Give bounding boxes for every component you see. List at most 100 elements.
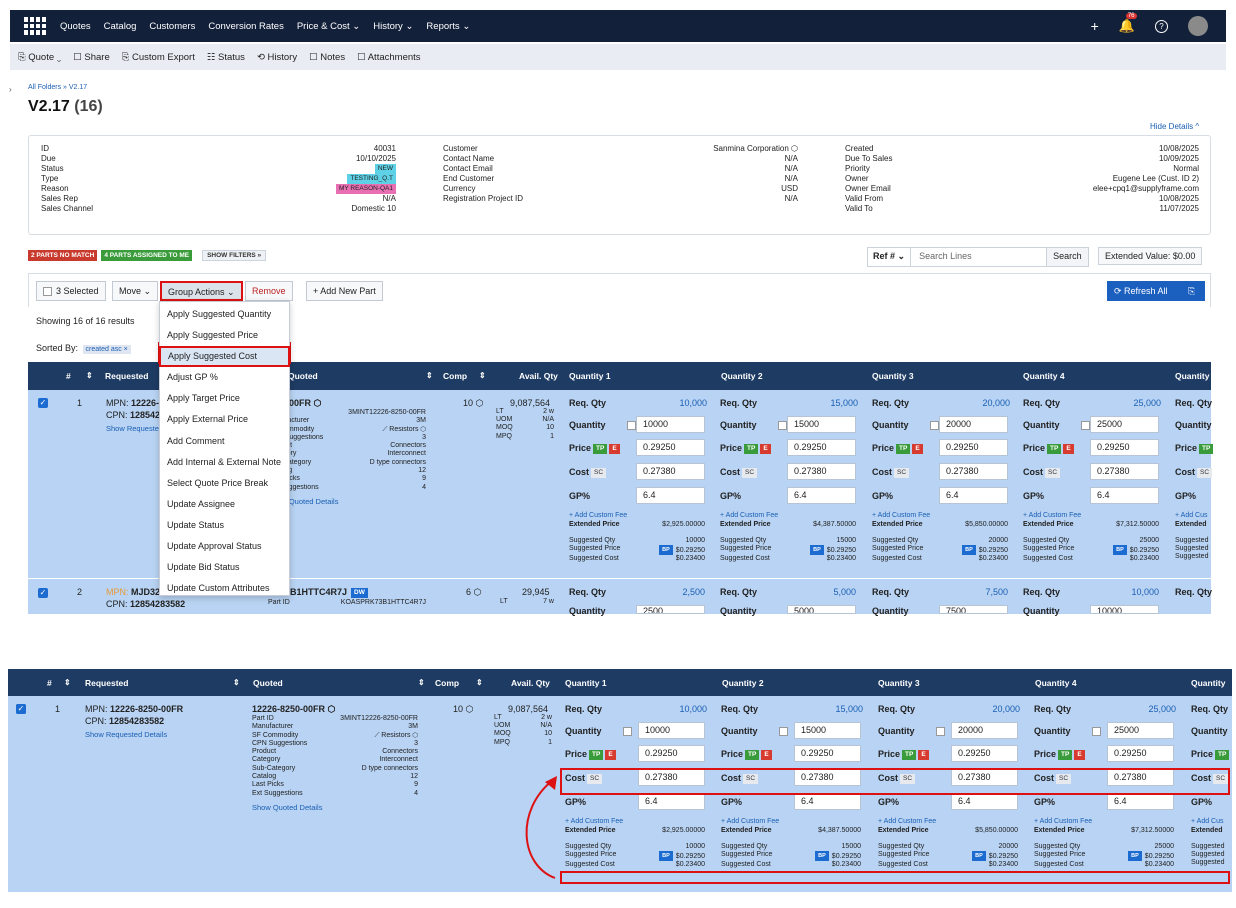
gp-input[interactable]: 6.4 — [636, 487, 705, 504]
gp-input[interactable]: 6.4 — [1090, 487, 1159, 504]
q5-add-fee[interactable]: + Add Cus — [1175, 512, 1208, 519]
select-all-button[interactable]: 3 Selected — [36, 281, 106, 301]
suggested-cost-badge[interactable]: SC — [1213, 773, 1229, 784]
target-price-badge[interactable]: TP — [744, 443, 759, 454]
dw-badge[interactable]: DW — [351, 587, 368, 598]
external-price-badge[interactable]: E — [609, 443, 620, 454]
external-price-badge[interactable]: E — [1063, 443, 1074, 454]
assigned-badge[interactable]: 4 PARTS ASSIGNED TO ME — [101, 250, 193, 261]
external-price-badge[interactable]: E — [605, 749, 616, 760]
add-custom-fee-link[interactable]: + Add Custom Fee — [721, 818, 780, 825]
target-price-badge[interactable]: TP — [902, 749, 917, 760]
price-input[interactable]: 0.29250 — [787, 439, 856, 456]
target-price-badge[interactable]: TP — [1058, 749, 1073, 760]
header-q3[interactable]: Quantity 3 — [872, 371, 914, 381]
quantity-input[interactable]: 2500 — [636, 605, 705, 614]
sort-icon[interactable]: ⇕ — [86, 371, 93, 380]
add-new-part-button[interactable]: + Add New Part — [306, 281, 383, 301]
price-input[interactable]: 0.29250 — [1107, 745, 1174, 762]
suggested-cost-badge[interactable]: SC — [742, 467, 758, 478]
sort-icon[interactable]: ⇕ — [479, 371, 486, 380]
quantity-checkbox[interactable] — [778, 421, 787, 430]
refresh-options-icon[interactable]: ⎘ — [1181, 281, 1205, 301]
menu-item-apply-suggested-price[interactable]: Apply Suggested Price — [167, 330, 259, 341]
share-button[interactable]: ☐ Share — [73, 51, 110, 63]
nav-price-cost[interactable]: Price & Cost ⌄ — [296, 20, 361, 32]
menu-item-update-bid-status[interactable]: Update Bid Status — [167, 562, 240, 573]
suggested-cost-badge[interactable]: SC — [591, 467, 607, 478]
quantity-input[interactable]: 20000 — [951, 722, 1018, 739]
nav-quotes[interactable]: Quotes — [60, 20, 91, 32]
row-checkbox[interactable]: ✓ — [38, 398, 48, 408]
add-custom-fee-link[interactable]: + Add Custom Fee — [1034, 818, 1093, 825]
header-avail[interactable]: Avail. Qty — [519, 371, 558, 381]
bell-icon[interactable]: 🔔 76 — [1118, 13, 1137, 33]
cost-input[interactable]: 0.27380 — [787, 463, 856, 480]
gp-input[interactable]: 6.4 — [787, 487, 856, 504]
target-price-badge[interactable]: TP — [589, 749, 604, 760]
custom-export-button[interactable]: ⎘ Custom Export — [121, 51, 195, 63]
header-q3[interactable]: Quantity 3 — [878, 678, 920, 688]
header-q2[interactable]: Quantity 2 — [722, 678, 764, 688]
attachments-button[interactable]: ☐ Attachments — [357, 51, 421, 63]
quantity-input[interactable]: 15000 — [787, 416, 856, 433]
header-hash[interactable]: # — [47, 678, 52, 688]
gp-input[interactable]: 6.4 — [951, 793, 1018, 810]
gp-input[interactable]: 6.4 — [794, 793, 861, 810]
suggested-cost-badge[interactable]: SC — [1045, 467, 1061, 478]
price-input[interactable]: 0.29250 — [636, 439, 705, 456]
quantity-input[interactable]: 25000 — [1107, 722, 1174, 739]
gp-input[interactable]: 6.4 — [1107, 793, 1174, 810]
quantity-checkbox[interactable] — [930, 421, 939, 430]
quoted-part-number[interactable]: B1HTTC4R7J DW — [290, 587, 368, 598]
show-quoted-details-link[interactable]: Show Quoted Details — [252, 803, 323, 812]
suggested-cost-badge[interactable]: SC — [1197, 467, 1213, 478]
best-price-badge[interactable]: BP — [1113, 545, 1127, 556]
select-all-checkbox[interactable] — [43, 287, 52, 297]
comp-count[interactable]: 10 ⬡ — [453, 704, 474, 714]
row-checkbox[interactable]: ✓ — [38, 588, 48, 598]
help-icon[interactable]: ? — [1155, 19, 1168, 33]
quantity-input[interactable]: 5000 — [787, 605, 856, 614]
history-button[interactable]: ⟲ History — [256, 51, 298, 63]
menu-item-update-approval-status[interactable]: Update Approval Status — [167, 541, 262, 552]
refresh-all-button[interactable]: ⟳ Refresh All — [1107, 281, 1182, 301]
header-q5[interactable]: Quantity — [1175, 371, 1210, 381]
target-price-badge[interactable]: TP — [1047, 443, 1062, 454]
group-actions-button[interactable]: Group Actions ⌄ — [160, 281, 243, 301]
cost-input[interactable]: 0.27380 — [939, 463, 1008, 480]
menu-item-apply-target-price[interactable]: Apply Target Price — [167, 393, 240, 404]
remove-button[interactable]: Remove — [245, 281, 293, 301]
menu-item-add-comment[interactable]: Add Comment — [167, 435, 225, 446]
sort-icon[interactable]: ⇕ — [426, 371, 433, 380]
add-custom-fee-link[interactable]: + Add Custom Fee — [1023, 512, 1082, 519]
quantity-checkbox[interactable] — [779, 727, 788, 736]
quantity-input[interactable]: 20000 — [939, 416, 1008, 433]
show-requested-details-link[interactable]: Show Requested Details — [106, 424, 189, 433]
header-quoted[interactable]: Quoted — [253, 678, 283, 688]
no-match-badge[interactable]: 2 PARTS NO MATCH — [28, 250, 98, 261]
plus-icon[interactable]: + — [1090, 18, 1099, 34]
hide-details-link[interactable]: Hide Details ^ — [1150, 122, 1200, 131]
nav-reports[interactable]: Reports ⌄ — [426, 20, 471, 32]
quantity-input[interactable]: 10000 — [636, 416, 705, 433]
header-q1[interactable]: Quantity 1 — [565, 678, 607, 688]
add-custom-fee-link[interactable]: + Add Custom Fee — [878, 818, 937, 825]
show-filters-button[interactable]: SHOW FILTERS » — [202, 250, 267, 261]
menu-item-update-assignee[interactable]: Update Assignee — [167, 498, 236, 509]
nav-customers[interactable]: Customers — [149, 20, 196, 32]
cost-input[interactable]: 0.27380 — [636, 463, 705, 480]
quantity-checkbox[interactable] — [936, 727, 945, 736]
notes-button[interactable]: ☐ Notes — [309, 51, 346, 63]
external-price-badge[interactable]: E — [1074, 749, 1085, 760]
cost-input[interactable]: 0.27380 — [1090, 463, 1159, 480]
quantity-input[interactable]: 25000 — [1090, 416, 1159, 433]
price-input[interactable]: 0.29250 — [1090, 439, 1159, 456]
quote-menu-button[interactable]: ⎘ Quote ⌄ — [18, 51, 62, 63]
avatar[interactable] — [1188, 16, 1208, 36]
gp-input[interactable]: 6.4 — [939, 487, 1008, 504]
menu-item-update-status[interactable]: Update Status — [167, 519, 225, 530]
nav-conversion-rates[interactable]: Conversion Rates — [208, 20, 284, 32]
header-requested[interactable]: Requested — [105, 371, 149, 381]
add-custom-fee-link[interactable]: + Add Custom Fee — [565, 818, 624, 825]
